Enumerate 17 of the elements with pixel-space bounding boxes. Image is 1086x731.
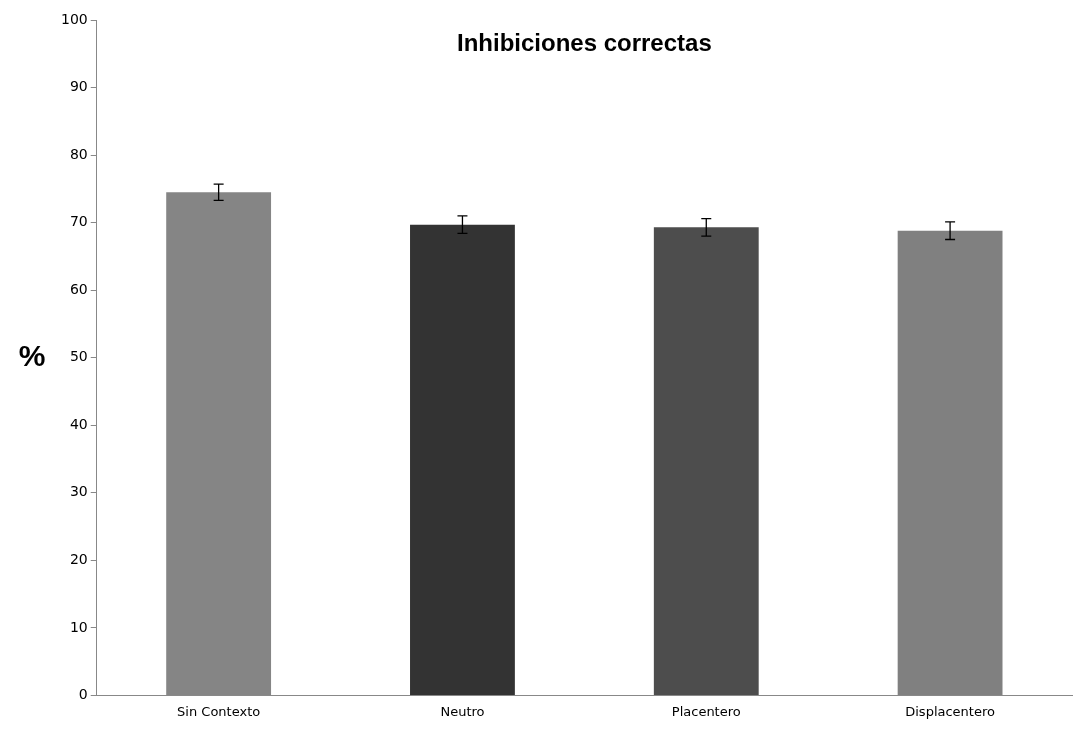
y-axis-title: % [18, 338, 46, 372]
x-tick-label: Placentero [671, 703, 741, 719]
y-tick-label: 20 [69, 550, 88, 567]
y-tick-label: 60 [69, 280, 88, 297]
y-tick-label: 80 [69, 145, 88, 162]
y-tick-label: 90 [69, 78, 88, 95]
y-tick-label: 0 [78, 686, 88, 703]
y-tick-label: 40 [69, 415, 88, 432]
chart-title: Inhibiciones correctas [456, 28, 712, 56]
y-tick-label: 70 [69, 213, 88, 230]
y-tick-label: 100 [60, 10, 88, 27]
x-tick-label: Displacentero [905, 703, 995, 719]
y-tick-label: 30 [69, 483, 88, 500]
y-tick-label: 50 [69, 348, 88, 365]
y-tick-label: 10 [69, 618, 88, 635]
x-tick-label: Sin Contexto [177, 703, 261, 719]
x-tick-label: Neutro [440, 703, 485, 719]
